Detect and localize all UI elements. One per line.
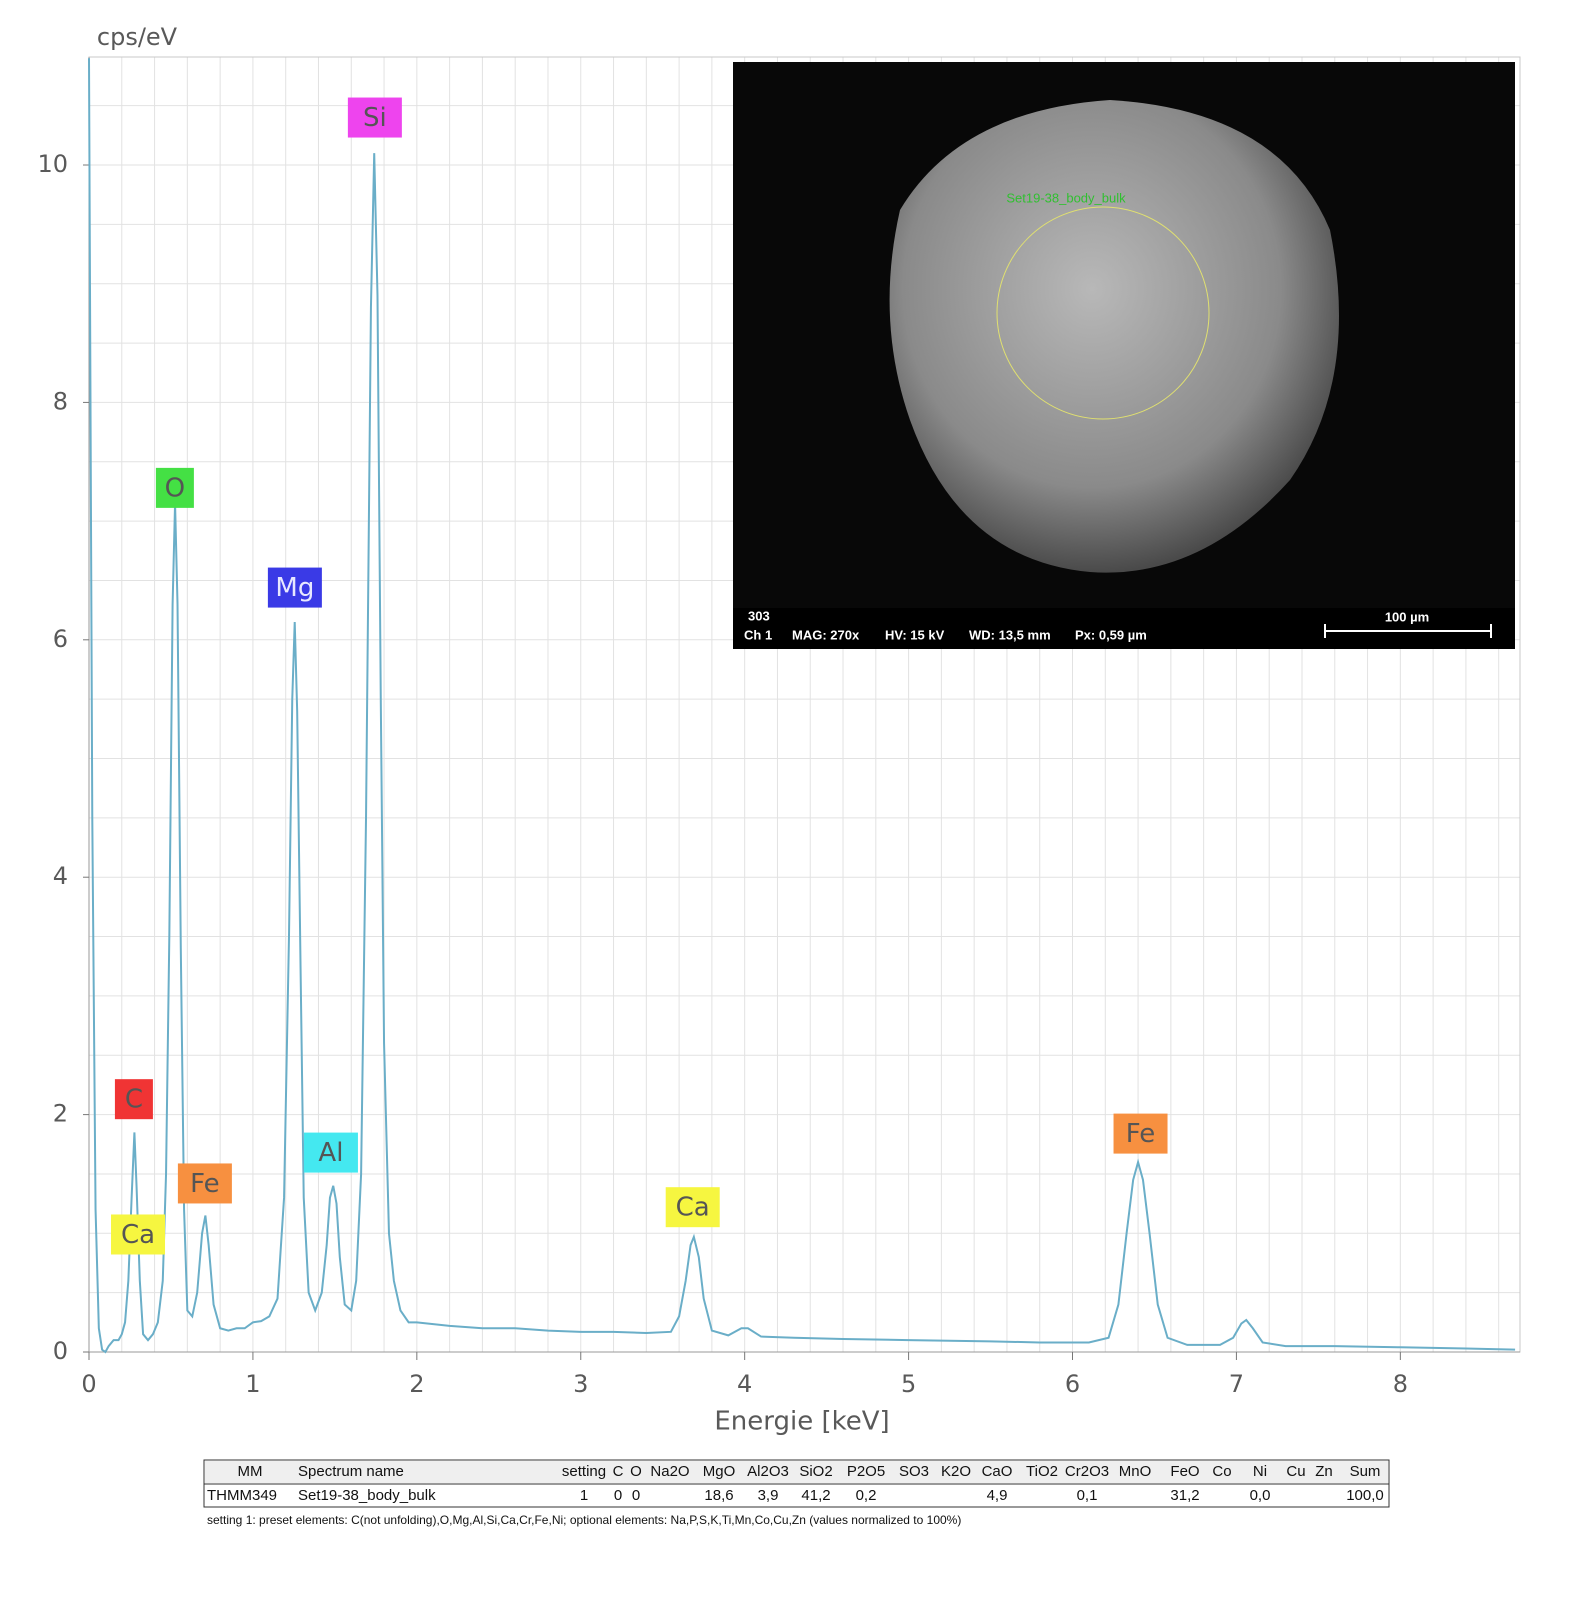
y-axis-title: cps/eV	[97, 23, 178, 51]
table-cell: 18,6	[704, 1487, 733, 1504]
working-distance: WD: 13,5 mm	[969, 627, 1051, 642]
magnification: MAG: 270x	[792, 627, 860, 642]
x-tick-label: 3	[573, 1370, 588, 1398]
table-cell: 0,1	[1077, 1487, 1098, 1504]
table-header: Al2O3	[747, 1463, 789, 1480]
y-tick-label: 8	[53, 387, 68, 415]
x-tick-label: 1	[245, 1370, 260, 1398]
peak-label: Al	[318, 1138, 343, 1168]
table-cell: 0	[614, 1487, 622, 1504]
peak-label-box	[303, 1132, 358, 1173]
scale-bar	[1324, 624, 1492, 638]
region-label: Set19-38_body_bulk	[1006, 190, 1126, 205]
x-tick-label: 0	[81, 1370, 96, 1398]
table-cell: 4,9	[987, 1487, 1008, 1504]
peak-label: Si	[363, 103, 387, 133]
table-cell: 100,0	[1346, 1487, 1384, 1504]
table-header: MnO	[1119, 1463, 1152, 1480]
peak-label: C	[125, 1085, 143, 1115]
peak-label-box	[177, 1163, 232, 1204]
table-header: Cr2O3	[1065, 1463, 1109, 1480]
image-id: 303	[748, 608, 770, 623]
spectrum-line	[88, 58, 1516, 1354]
table-header: K2O	[941, 1463, 971, 1480]
table-header: CaO	[982, 1463, 1013, 1480]
table-header: P2O5	[847, 1463, 885, 1480]
table-cell: 3,9	[758, 1487, 779, 1504]
table-header: SO3	[899, 1463, 929, 1480]
table-header: Cu	[1286, 1463, 1305, 1480]
table-header-bg	[205, 1461, 1388, 1483]
table-header: C	[613, 1463, 624, 1480]
table-header: O	[630, 1463, 642, 1480]
table-header: MM	[238, 1463, 263, 1480]
table-header: MgO	[703, 1463, 736, 1480]
peak-label-box	[111, 1214, 166, 1255]
table-header: Co	[1212, 1463, 1231, 1480]
x-tick-label: 2	[409, 1370, 424, 1398]
y-tick-label: 0	[53, 1337, 68, 1365]
peak-label-box	[267, 567, 322, 608]
table-cell: 0	[632, 1487, 640, 1504]
inset-image: Set19-38_body_bulk 303 Ch 1 MAG: 270x HV…	[733, 62, 1515, 649]
analysis-region	[996, 206, 1210, 420]
table-cell: Set19-38_body_bulk	[298, 1487, 436, 1504]
x-tick-label: 6	[1065, 1370, 1080, 1398]
peak-label: Ca	[676, 1193, 710, 1223]
pixel-size: Px: 0,59 µm	[1075, 627, 1147, 642]
peak-label: Ca	[121, 1220, 155, 1250]
table-header: Na2O	[650, 1463, 689, 1480]
peak-label: O	[165, 473, 185, 503]
peak-label-box	[347, 97, 402, 138]
voltage: HV: 15 kV	[885, 627, 945, 642]
peak-label: Mg	[275, 573, 314, 603]
info-bar	[733, 608, 1515, 649]
table-header: SiO2	[799, 1463, 832, 1480]
y-tick-label: 10	[37, 150, 68, 178]
y-tick-label: 6	[53, 625, 68, 653]
x-tick-label: 5	[901, 1370, 916, 1398]
peak-label-box	[155, 467, 194, 508]
table-header: Sum	[1350, 1463, 1381, 1480]
y-tick-label: 2	[53, 1100, 68, 1128]
table-header: Spectrum name	[298, 1463, 404, 1480]
channel: Ch 1	[744, 627, 772, 642]
x-axis-title: Energie [keV]	[714, 1407, 889, 1437]
peak-label: Fe	[190, 1169, 220, 1199]
table-cell: THMM349	[207, 1487, 277, 1504]
table-cell: 0,2	[856, 1487, 877, 1504]
scale-label: 100 µm	[1385, 609, 1429, 624]
table-header: Zn	[1315, 1463, 1333, 1480]
x-tick-label: 4	[737, 1370, 752, 1398]
plot: 0 1 2 3 4 5 6 7 8 0 2 4 6 8 10 Si O Mg C Ca Fe Al Ca Fe	[37, 56, 1521, 1398]
x-tick-label: 7	[1229, 1370, 1244, 1398]
peak-label-box	[665, 1187, 720, 1228]
table-header: TiO2	[1026, 1463, 1058, 1480]
particle	[889, 100, 1339, 573]
table-cell: 0,0	[1250, 1487, 1271, 1504]
table-header: Ni	[1253, 1463, 1267, 1480]
x-tick-label: 8	[1393, 1370, 1408, 1398]
table-cell: 41,2	[801, 1487, 830, 1504]
y-tick-label: 4	[53, 862, 68, 890]
table-cell: 1	[580, 1487, 588, 1504]
peak-label-box	[114, 1079, 153, 1120]
peak-label: Fe	[1126, 1119, 1156, 1149]
table-header: setting	[562, 1463, 606, 1480]
peak-label-box	[1113, 1113, 1168, 1154]
footnote: setting 1: preset elements: C(not unfold…	[207, 1513, 961, 1527]
table-header: FeO	[1170, 1463, 1199, 1480]
table-cell: 31,2	[1170, 1487, 1199, 1504]
